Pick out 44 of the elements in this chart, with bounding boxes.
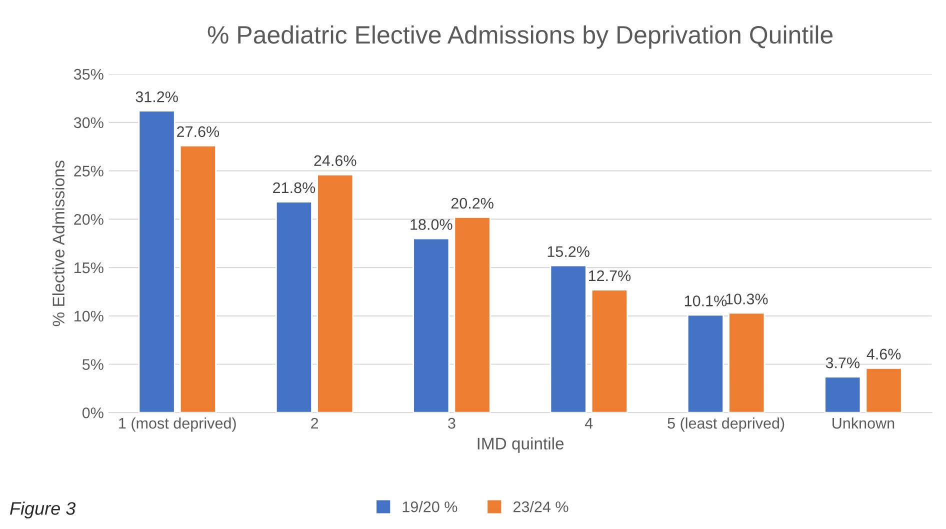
data-label: 3.7% — [826, 357, 860, 368]
data-label: 15.2% — [548, 246, 590, 258]
data-label: 24.6% — [314, 155, 356, 166]
caption: Figure 3 — [10, 502, 76, 518]
x-tick-label: 2 — [311, 418, 318, 429]
data-label: 20.2% — [451, 198, 494, 209]
y-tick-label: 0% — [82, 407, 104, 418]
y-tick-label: 25% — [74, 166, 104, 176]
data-label: 21.8% — [273, 182, 316, 194]
data-label: 18.0% — [410, 219, 452, 230]
bar — [454, 216, 491, 413]
x-tick-label: 3 — [448, 418, 456, 429]
data-label: 10.3% — [726, 294, 768, 304]
bar — [550, 264, 587, 413]
bar — [590, 289, 628, 413]
bar — [686, 314, 724, 413]
bar — [316, 174, 354, 413]
x-tick-label: Unknown — [832, 417, 894, 429]
bar — [179, 144, 216, 413]
data-label: 12.7% — [588, 270, 631, 282]
legend-label: 19/20 % — [402, 501, 458, 512]
data-label: 31.2% — [136, 91, 178, 102]
data-label: 4.6% — [866, 348, 901, 360]
y-tick-label: 35% — [74, 68, 104, 80]
y-tick-label: 10% — [74, 310, 104, 322]
y-tick-label: 30% — [74, 117, 104, 128]
x-tick-label: 1 (most deprived) — [119, 417, 236, 432]
chart-title: % Paediatric Elective Admissions by Deprivation Quintile — [208, 25, 833, 49]
data-label: 10.1% — [684, 296, 727, 306]
legend-label: 23/24 % — [513, 501, 568, 512]
bar — [824, 376, 862, 413]
x-tick-label: 5 (least deprived) — [668, 417, 784, 432]
x-tick-label: 4 — [584, 418, 593, 429]
bar — [728, 312, 766, 413]
y-tick-label: 15% — [74, 262, 104, 274]
data-label: 27.6% — [177, 126, 220, 138]
bar — [865, 367, 902, 413]
bar — [412, 238, 450, 413]
y-tick-label: 5% — [82, 359, 104, 370]
bar — [138, 110, 176, 413]
y-tick-label: 20% — [74, 214, 104, 225]
bar — [275, 201, 312, 413]
y-axis-title: % Elective Admissions — [52, 160, 64, 326]
x-axis-title: IMD quintile — [478, 437, 564, 453]
